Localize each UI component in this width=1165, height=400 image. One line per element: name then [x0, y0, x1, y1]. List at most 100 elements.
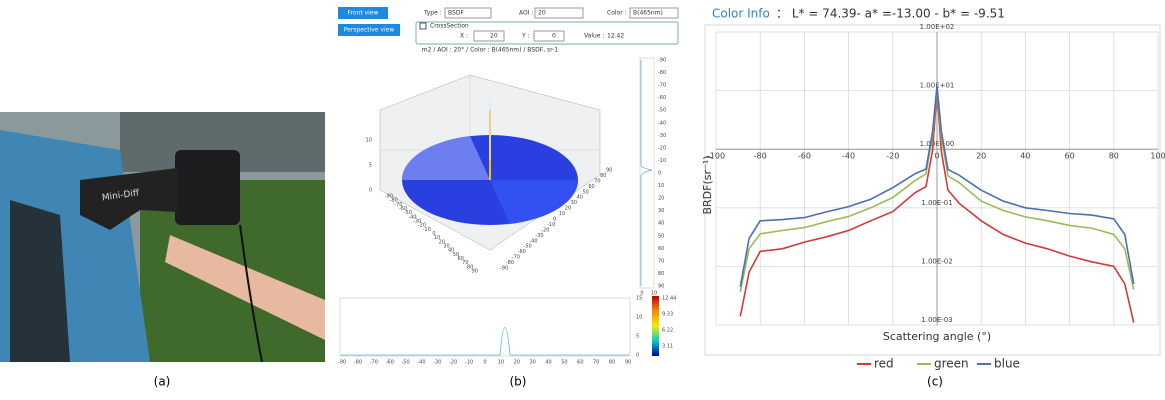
axis-tick-label: 60	[588, 184, 594, 190]
axis-tick-label: 10	[559, 211, 565, 217]
x-tick-label: -100	[707, 152, 725, 161]
button-label[interactable]: Perspective view	[344, 27, 395, 34]
axis-tick-label: 90	[625, 360, 631, 366]
axis-tick-label: 10	[636, 315, 642, 321]
axis-tick-label: 0	[636, 353, 639, 359]
axis-tick-label: 40	[658, 221, 664, 227]
axis-tick-label: -10	[658, 158, 666, 164]
colorbar-label: 6.22	[662, 328, 673, 334]
axis-tick-label: -60	[518, 249, 526, 255]
axis-tick-label: -90	[338, 360, 346, 366]
axis-tick-label: -20	[658, 145, 666, 151]
axis-tick-label: -90	[658, 58, 666, 64]
axis-tick-label: 60	[658, 246, 664, 252]
value: 12.42	[607, 33, 624, 40]
axis-tick-label: 10	[651, 291, 657, 297]
x-tick-label: 40	[1020, 152, 1030, 161]
x-tick-label: -60	[798, 152, 811, 161]
axis-tick-label: 90	[606, 168, 612, 174]
axis-tick-label: 70	[594, 178, 600, 184]
x-tick-label: 80	[1109, 152, 1119, 161]
axis-tick-label: 5	[636, 334, 639, 340]
checkbox[interactable]	[420, 23, 426, 29]
axis-tick-label: 40	[545, 360, 551, 366]
axis-tick-label: 30	[529, 360, 535, 366]
axis-tick-label: -30	[535, 233, 543, 239]
label: X :	[460, 33, 468, 40]
axis-tick-label: -70	[512, 255, 520, 261]
y-tick-label: 1.00E+02	[920, 23, 955, 31]
axis-tick-label: 15	[636, 296, 642, 302]
spinbox[interactable]	[474, 31, 504, 41]
axis-tick-label: -90	[500, 266, 508, 272]
spinbox[interactable]	[534, 31, 564, 41]
colorbar	[652, 296, 659, 356]
axis-tick-label: 90	[472, 269, 478, 275]
value: 0	[552, 33, 556, 40]
axis-tick-label: 0	[553, 217, 556, 223]
axis-tick-label: 0	[483, 360, 486, 366]
axis-tick-label: 90	[658, 284, 664, 290]
axis-tick-label: -60	[658, 95, 666, 101]
axis-tick-label: 5	[369, 163, 372, 169]
axis-tick-label: -60	[386, 360, 394, 366]
button-label[interactable]: Front view	[348, 10, 379, 17]
label: Value :	[584, 33, 604, 40]
chart-frame	[705, 25, 1160, 355]
axis-tick-label: 60	[577, 360, 583, 366]
label: AOI :	[519, 10, 533, 17]
axis-tick-label: -40	[658, 120, 666, 126]
axis-tick-label: 50	[658, 233, 664, 239]
axis-tick-label: -40	[417, 360, 425, 366]
axis-tick-label: 0	[658, 171, 661, 177]
label: Y :	[521, 33, 530, 40]
figure: Mini-Diff (a) Front view Perspective vie…	[0, 0, 1165, 400]
axis-tick-label: -50	[524, 244, 532, 250]
legend-label: blue	[994, 357, 1020, 371]
axis-tick-label: -10	[465, 360, 473, 366]
axis-tick-label: 10	[658, 183, 664, 189]
axis-tick-label: 70	[593, 360, 599, 366]
title-prefix: Color Info	[712, 7, 770, 21]
chart-title: ： L* = 74.39- a* =-13.00 - b* = -9.51	[776, 7, 1005, 21]
label: Type :	[423, 10, 442, 17]
x-tick-label: -80	[754, 152, 767, 161]
axis-tick-label: -30	[658, 133, 666, 139]
axis-tick-label: -80	[506, 260, 514, 266]
axis-tick-label: -20	[541, 227, 549, 233]
axis-tick-label: 10	[498, 360, 504, 366]
axis-tick-label: -70	[370, 360, 378, 366]
legend-label: red	[874, 357, 894, 371]
axis-tick-label: 20	[514, 360, 520, 366]
axis-tick-label: 10	[366, 138, 372, 144]
x-tick-label: 20	[976, 152, 986, 161]
panel-label: (b)	[510, 375, 527, 389]
axis-tick-label: -50	[401, 360, 409, 366]
software-ui: Front view Perspective view Type : BSDF …	[338, 7, 678, 356]
colorbar-label: 3.11	[662, 344, 673, 350]
axis-tick-label: -80	[658, 70, 666, 76]
panel-label: (a)	[154, 375, 171, 389]
axis-tick-label: 30	[658, 208, 664, 214]
axis-tick-label: 80	[658, 271, 664, 277]
axis-tick-label: -80	[354, 360, 362, 366]
axis-tick-label: -10	[547, 222, 555, 228]
axis-tick-label: 40	[577, 195, 583, 201]
axis-tick-label: -70	[658, 83, 666, 89]
axis-tick-label: 20	[658, 196, 664, 202]
value: BSDF	[448, 10, 464, 17]
value: B(465nm)	[633, 10, 663, 17]
axis-tick-label: 50	[561, 360, 567, 366]
y-axis-label: BRDF(sr⁻¹)	[701, 155, 714, 214]
plot-title: m2 / AOI : 20° / Color : B(465nm) / BSDF…	[422, 47, 559, 54]
colorbar-label: 9.33	[662, 312, 673, 318]
axis-tick-label: 30	[571, 200, 577, 206]
x-tick-label: -40	[842, 152, 855, 161]
axis-tick-label: 20	[565, 206, 571, 212]
axis-tick-label: -50	[658, 108, 666, 114]
x-axis-label: Scattering angle (°)	[883, 330, 991, 343]
axis-tick-label: -30	[433, 360, 441, 366]
axis-tick-label: 80	[600, 173, 606, 179]
axis-tick-label: 0	[369, 188, 372, 194]
axis-tick-label: 50	[582, 189, 588, 195]
